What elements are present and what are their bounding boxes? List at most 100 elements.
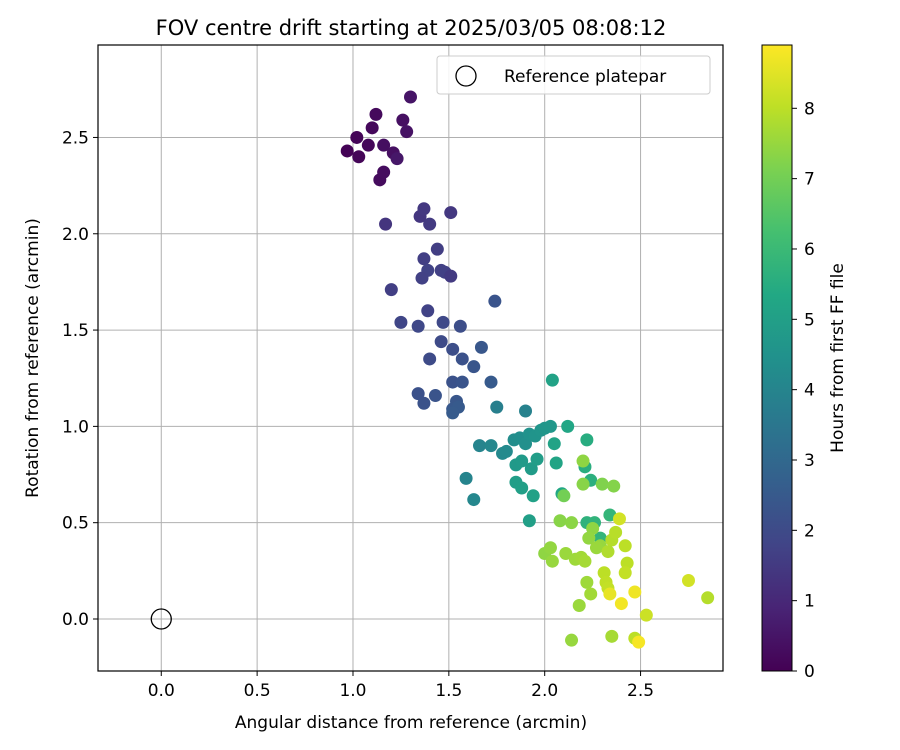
x-axis-ticks: 0.0 0.5 1.0 1.5 2.0 2.5 [148,671,654,701]
colorbar-label: Hours from first FF file [828,263,848,453]
data-point [369,107,383,121]
data-point [605,629,619,643]
data-point [681,573,695,587]
y-tick-label: 0.5 [62,514,89,534]
data-point [417,202,431,216]
data-point [453,319,467,333]
plot-frame [97,44,724,672]
data-point [446,406,460,420]
reference-marker-group [150,608,172,630]
data-point [365,121,379,135]
y-tick-label: 2.5 [62,128,89,148]
data-point [524,462,538,476]
data-point [467,493,481,507]
x-tick-label: 2.0 [531,681,558,701]
colorbar [761,44,793,672]
colorbar-tick-label: 5 [804,310,815,330]
data-point [559,547,573,561]
data-point [428,389,442,403]
data-point [361,138,375,152]
data-point [576,477,590,491]
data-point [474,340,488,354]
data-point [377,138,391,152]
data-point [595,477,609,491]
chart-title: FOV centre drift starting at 2025/03/05 … [156,16,667,40]
colorbar-tick-label: 7 [804,170,815,190]
legend: Reference platepar [436,55,711,95]
data-point [597,566,611,580]
y-tick-label: 2.0 [62,225,89,245]
legend-marker-icon [455,65,477,87]
data-point [628,585,642,599]
data-point [572,599,586,613]
x-tick-label: 2.5 [627,681,654,701]
data-point [484,439,498,453]
data-point [467,360,481,374]
data-point [614,597,628,611]
data-point [484,375,498,389]
data-point [545,554,559,568]
data-point [565,633,579,647]
data-point [350,130,364,144]
data-point [415,271,429,285]
x-tick-label: 0.5 [244,681,271,701]
x-tick-label: 1.5 [435,681,462,701]
data-point [411,387,425,401]
data-point [526,489,540,503]
data-point [549,456,563,470]
y-tick-label: 0.0 [62,610,89,630]
data-point [701,591,715,605]
x-tick-label: 1.0 [339,681,366,701]
data-point [522,514,536,528]
data-point [446,375,460,389]
data-point [589,541,603,555]
data-points [340,90,715,649]
data-point [618,566,632,580]
data-point [547,437,561,451]
data-point [417,396,431,410]
data-point [565,516,579,530]
colorbar-ticks: 0 1 2 3 4 5 6 7 8 [792,99,815,682]
data-point [612,512,626,526]
y-axis-ticks: 0.0 0.5 1.0 1.5 2.0 2.5 [62,128,98,630]
legend-box [436,55,711,95]
data-point [384,283,398,297]
data-point [515,481,529,495]
data-point [543,419,557,433]
data-point [400,125,414,139]
data-point [404,90,417,104]
data-point [584,587,598,601]
y-tick-label: 1.0 [62,417,89,437]
colorbar-tick-label: 6 [804,240,815,260]
y-tick-label: 1.5 [62,321,89,341]
data-point [421,304,435,318]
data-point [473,439,487,453]
data-point [340,144,354,158]
colorbar-tick-label: 0 [804,662,815,682]
data-point [620,556,634,570]
data-point [423,352,437,366]
y-axis-label: Rotation from reference (arcmin) [23,218,43,498]
data-point [423,217,437,231]
data-point [580,433,594,447]
data-point [582,531,596,545]
data-point [377,165,391,179]
data-point [545,373,559,387]
data-point [578,554,592,568]
data-point [530,452,544,466]
data-point [455,375,469,389]
data-point [352,150,366,164]
colorbar-tick-label: 3 [804,451,815,471]
x-axis-label: Angular distance from reference (arcmin) [235,713,587,733]
colorbar-tick-label: 4 [804,381,815,401]
data-point [446,342,460,356]
data-point [459,471,473,485]
data-point [434,335,448,349]
colorbar-tick-label: 1 [804,592,815,612]
data-point [379,217,393,231]
data-point [488,294,502,308]
data-point [394,315,408,329]
data-point [499,444,513,458]
